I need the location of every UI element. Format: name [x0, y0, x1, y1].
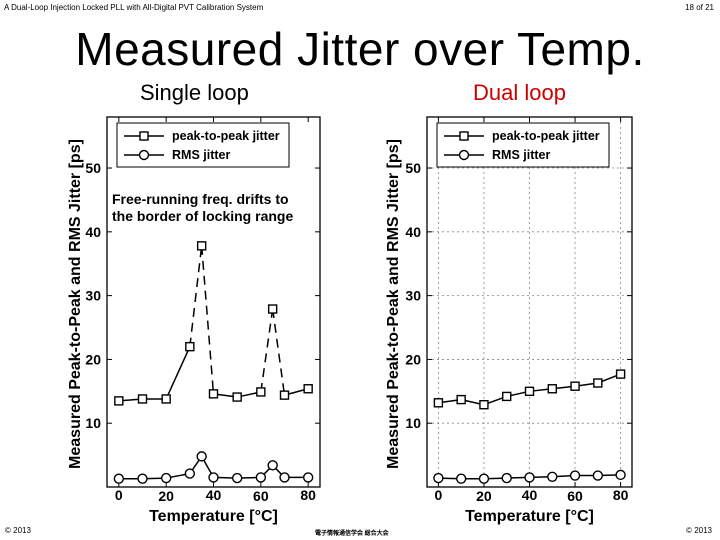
footer-right-copyright: © 2013	[686, 526, 712, 535]
single-loop-x-tick-label: 60	[253, 488, 269, 504]
dual-loop-p2p-point	[456, 394, 466, 405]
dual-loop-p2p-point	[547, 384, 557, 394]
single-loop-annotation-line: the border of locking range	[112, 208, 293, 224]
single-loop-rms-point	[196, 451, 207, 462]
single-loop-y-axis-label: Measured Peak-to-Peak and RMS Jitter [ps…	[67, 139, 84, 469]
single-loop-rms-point	[302, 472, 314, 483]
dual-loop-y-tick-label: 40	[405, 224, 421, 240]
dual-loop-legend-label: RMS jitter	[492, 148, 550, 162]
single-loop-rms-point	[137, 473, 148, 484]
single-loop-legend-label: peak-to-peak jitter	[172, 129, 280, 143]
single-loop-p2p-segment	[200, 245, 215, 394]
single-loop-p2p-point	[303, 384, 313, 394]
dual-loop-rms-point	[455, 473, 467, 484]
chart-title-single-loop: Single loop	[140, 80, 249, 105]
dual-loop-y-tick-label: 20	[405, 351, 421, 367]
single-loop-x-tick-label: 80	[300, 487, 316, 503]
dual-loop-rms-point	[615, 469, 626, 481]
dual-loop-y-tick-label: 30	[405, 288, 421, 304]
dual-loop-p2p-point	[615, 369, 626, 379]
chart-title-dual-loop: Dual loop	[473, 80, 566, 105]
footer-left-copyright: © 2013	[5, 526, 31, 535]
dual-loop-x-tick-label: 0	[434, 487, 442, 503]
dual-loop-legend-label: peak-to-peak jitter	[492, 129, 600, 143]
single-loop-rms-point	[160, 472, 172, 484]
single-loop-x-axis-label: Temperature [°C]	[149, 508, 278, 525]
dual-loop-x-axis-label: Temperature [°C]	[465, 508, 594, 525]
dual-loop-legend-square-marker	[459, 131, 469, 141]
single-loop-p2p-point	[185, 341, 195, 352]
single-loop-rms-point	[279, 472, 290, 483]
dual-loop-p2p-point	[502, 391, 512, 402]
dual-loop-y-axis-label: Measured Peak-to-Peak and RMS Jitter [ps…	[385, 139, 402, 469]
dual-loop-rms-point	[569, 470, 581, 481]
single-loop-rms-point	[255, 472, 267, 483]
dual-loop-p2p-point	[479, 400, 489, 410]
single-loop-rms-point	[208, 472, 219, 483]
slide-title: Measured Jitter over Temp.	[75, 23, 645, 75]
single-loop-p2p-point	[267, 304, 278, 314]
single-loop-p2p-point	[161, 394, 171, 404]
single-loop-p2p-point	[114, 396, 124, 406]
dual-loop-rms-point	[592, 470, 604, 481]
single-loop-legend-square-marker	[139, 131, 149, 141]
single-loop-legend-label: RMS jitter	[172, 148, 230, 162]
dual-loop-legend-circle-marker	[458, 149, 470, 161]
single-loop-x-tick-label: 0	[115, 487, 123, 503]
dual-loop-x-tick-label: 40	[522, 487, 538, 503]
single-loop-legend-circle-marker	[138, 149, 150, 161]
single-loop-rms-point	[113, 473, 125, 484]
single-loop-y-tick-label: 30	[85, 288, 101, 304]
single-loop-p2p-point	[256, 387, 266, 397]
single-loop-y-tick-label: 20	[85, 351, 101, 367]
single-loop-p2p-point	[208, 389, 219, 399]
single-loop-p2p-point	[279, 390, 290, 400]
dual-loop-rms-point	[501, 472, 512, 484]
dual-loop-rms-point	[478, 473, 490, 484]
dual-loop-p2p-point	[593, 378, 603, 388]
single-loop-rms-point	[267, 460, 278, 471]
dual-loop-x-tick-label: 60	[567, 488, 583, 504]
single-loop-p2p-point	[137, 394, 148, 404]
dual-loop-y-tick-label: 10	[405, 415, 421, 431]
dual-loop-p2p-point	[433, 398, 444, 408]
dual-loop-rms-point	[524, 472, 535, 483]
single-loop-x-tick-label: 40	[206, 487, 222, 503]
single-loop-y-tick-label: 50	[85, 160, 101, 176]
dual-loop-rms-point	[547, 471, 558, 482]
single-loop-p2p-segment	[189, 245, 203, 347]
single-loop-y-tick-label: 40	[85, 224, 101, 240]
dual-loop-y-tick-label: 50	[405, 160, 421, 176]
dual-loop-p2p-point	[570, 381, 580, 391]
single-loop-y-tick-label: 10	[85, 415, 101, 431]
footer-center-text: 電子情報通信学会 総合大会	[315, 531, 389, 537]
header-left-text: A Dual-Loop Injection Locked PLL with Al…	[4, 3, 264, 12]
single-loop-p2p-point	[232, 392, 242, 402]
single-loop-x-tick-label: 20	[158, 488, 174, 504]
page-number: 18 of 21	[685, 3, 714, 12]
dual-loop-x-tick-label: 20	[476, 488, 492, 504]
single-loop-annotation-line: Free-running freq. drifts to	[112, 191, 289, 207]
dual-loop-p2p-point	[524, 386, 535, 397]
single-loop-p2p-point	[196, 241, 207, 251]
single-loop-p2p-segment	[165, 346, 191, 400]
dual-loop-rms-point	[433, 472, 444, 484]
single-loop-rms-point	[184, 468, 196, 479]
dual-loop-x-tick-label: 80	[613, 487, 629, 503]
single-loop-rms-point	[231, 472, 243, 484]
